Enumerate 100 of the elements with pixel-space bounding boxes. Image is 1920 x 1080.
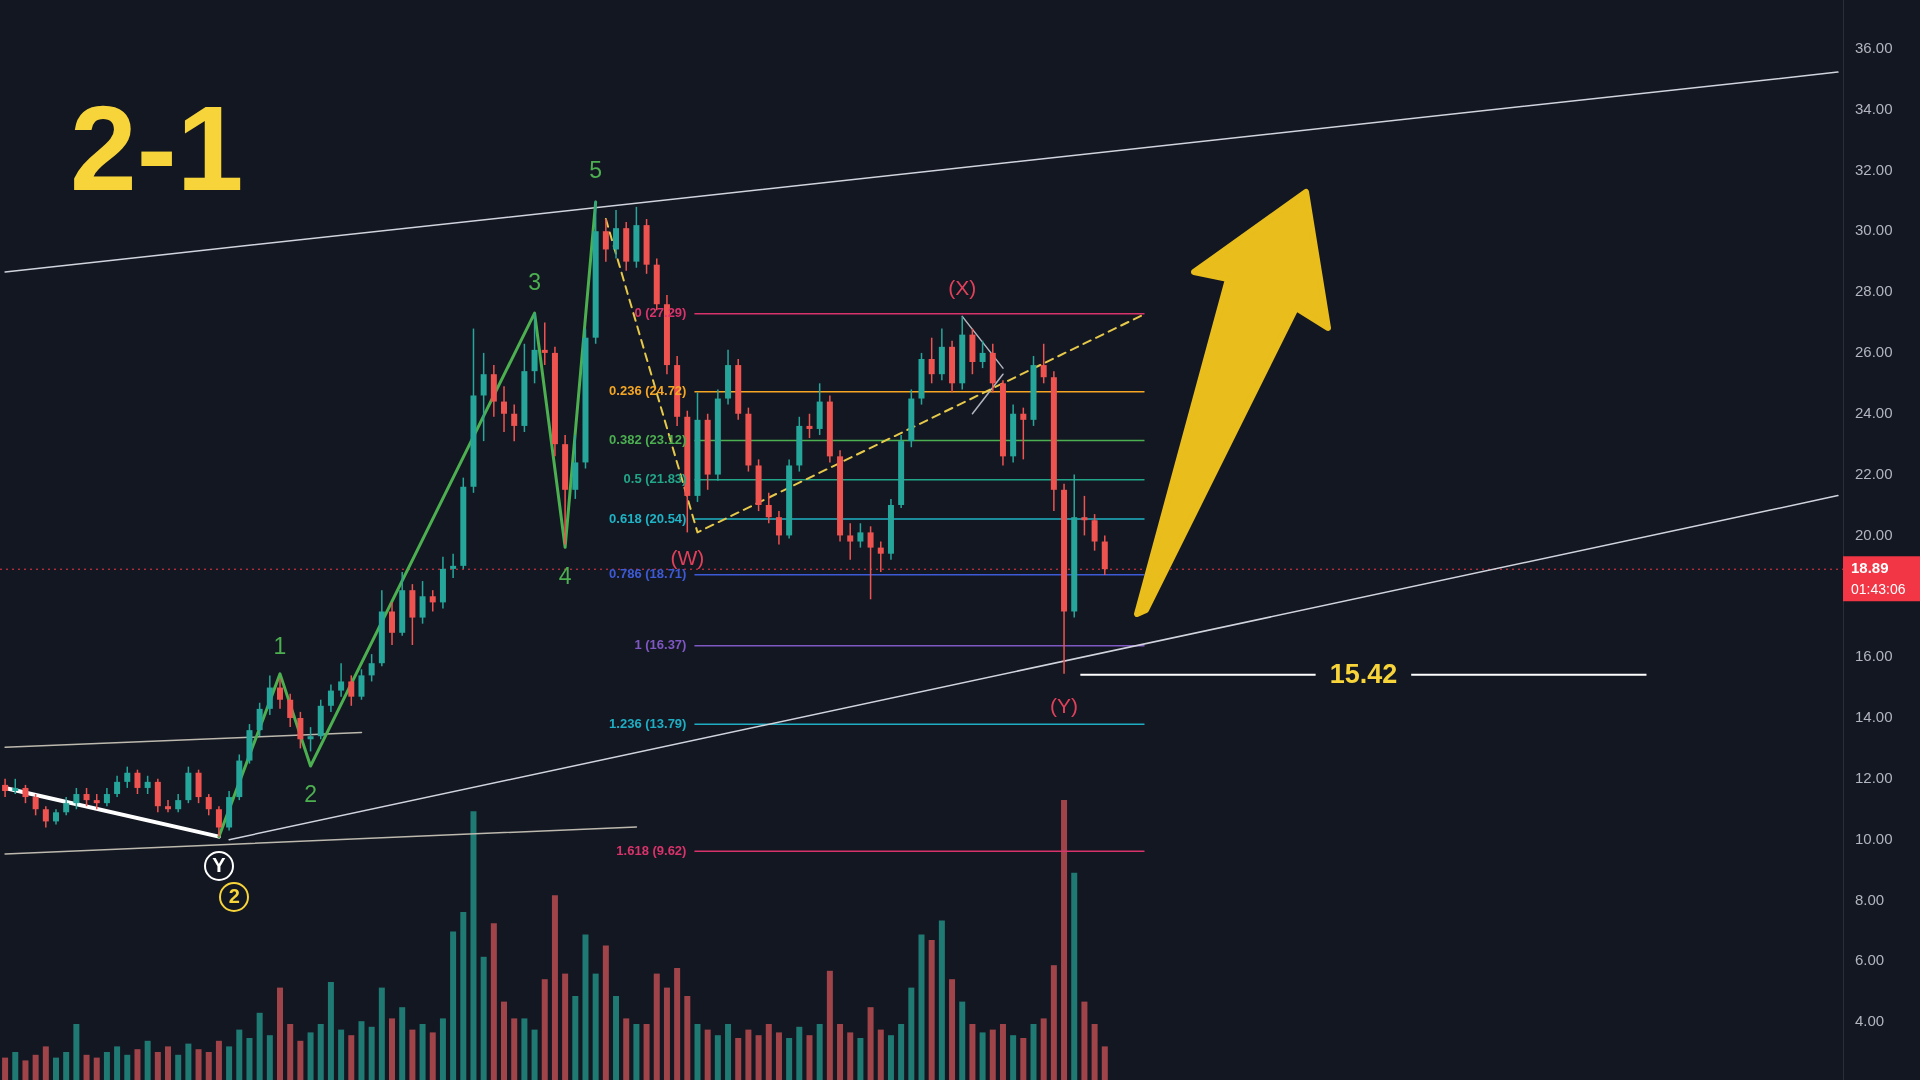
candlestick <box>847 523 854 560</box>
bar <box>358 1021 365 1080</box>
bar <box>684 996 691 1080</box>
bar <box>1071 872 1078 1080</box>
bar <box>480 956 487 1080</box>
bar <box>287 1024 294 1080</box>
bar <box>796 1026 803 1080</box>
bar <box>592 973 599 1080</box>
bar <box>551 895 558 1080</box>
bar <box>877 1029 884 1080</box>
bar <box>1050 965 1057 1080</box>
bar <box>266 1035 273 1080</box>
bar <box>938 920 945 1080</box>
bar <box>429 1032 436 1080</box>
y-tick-label: 16.00 <box>1855 647 1893 665</box>
annotation: 4 <box>558 562 572 589</box>
bar <box>348 1035 355 1080</box>
bar <box>42 1046 49 1080</box>
bar <box>928 940 935 1080</box>
bar <box>816 1024 823 1080</box>
bar <box>653 973 660 1080</box>
bar <box>725 1024 732 1080</box>
bar <box>32 1054 39 1080</box>
y-tick-label: 22.00 <box>1855 464 1893 482</box>
ref-line-label: 1.618 (9.62) <box>616 842 687 858</box>
bar <box>501 1001 508 1080</box>
bar <box>633 1024 640 1080</box>
bar <box>786 1038 793 1080</box>
bar <box>185 1043 192 1080</box>
text: 01:43:06 <box>1851 581 1906 598</box>
bar <box>277 987 284 1080</box>
bar <box>602 945 609 1080</box>
y-tick-label: 26.00 <box>1855 343 1893 361</box>
bar <box>562 973 569 1080</box>
bar <box>511 1018 518 1080</box>
bar <box>378 987 385 1080</box>
y-tick-label: 10.00 <box>1855 829 1893 847</box>
y-tick-label: 20.00 <box>1855 525 1893 543</box>
annotation: (Y) <box>1050 693 1079 717</box>
bar <box>1091 1024 1098 1080</box>
bar <box>959 1001 966 1080</box>
bar <box>1081 1001 1088 1080</box>
bar <box>837 1024 844 1080</box>
annotation: Y <box>212 854 227 877</box>
y-tick-label: 14.00 <box>1855 708 1893 726</box>
bar <box>144 1040 151 1080</box>
annotation: 2 <box>228 885 240 908</box>
bar <box>124 1054 131 1080</box>
bar <box>745 1029 752 1080</box>
y-tick-label: 24.00 <box>1855 403 1893 421</box>
bar <box>307 1032 314 1080</box>
candlestick <box>541 322 548 366</box>
bar <box>1030 1024 1037 1080</box>
text: 2-1 <box>70 81 244 215</box>
bar <box>826 970 833 1080</box>
y-tick-label: 4.00 <box>1855 1012 1885 1030</box>
bar <box>1101 1046 1108 1080</box>
bar <box>663 987 670 1080</box>
bar <box>450 931 457 1080</box>
bar <box>205 1052 212 1080</box>
bar <box>399 1007 406 1080</box>
bar <box>114 1046 121 1080</box>
ref-line-label: 1.236 (13.79) <box>609 715 687 731</box>
annotation: (W) <box>670 546 705 570</box>
bar <box>460 912 467 1080</box>
bar <box>175 1054 182 1080</box>
bar <box>256 1012 263 1080</box>
bar <box>908 987 915 1080</box>
bar <box>490 923 497 1080</box>
bar <box>1040 1018 1047 1080</box>
bar <box>165 1046 172 1080</box>
ref-line-label: 15.42 <box>1329 659 1398 690</box>
bar <box>999 1024 1006 1080</box>
bar <box>134 1049 141 1080</box>
bar <box>541 979 548 1080</box>
annotation: (X) <box>948 276 977 300</box>
bar <box>154 1052 161 1080</box>
candlestick <box>165 800 172 813</box>
bar <box>215 1040 222 1080</box>
bar <box>735 1038 742 1080</box>
ref-line-label: 1 (16.37) <box>634 637 687 653</box>
bar <box>53 1057 59 1080</box>
bar <box>949 979 956 1080</box>
bar <box>389 1018 396 1080</box>
bar <box>73 1024 80 1080</box>
bar <box>22 1060 29 1080</box>
annotation: 1 <box>273 633 287 660</box>
y-tick-label: 28.00 <box>1855 282 1893 300</box>
bar <box>694 1024 701 1080</box>
bar <box>63 1052 70 1080</box>
bar <box>887 1035 894 1080</box>
candlestick <box>877 541 884 572</box>
bar <box>643 1024 650 1080</box>
bar <box>806 1035 813 1080</box>
bar <box>847 1032 854 1080</box>
annotation: 2 <box>304 781 317 808</box>
bar <box>93 1057 100 1080</box>
bar <box>1061 800 1068 1080</box>
candlestick <box>501 386 508 432</box>
y-tick-label: 30.00 <box>1855 221 1893 239</box>
